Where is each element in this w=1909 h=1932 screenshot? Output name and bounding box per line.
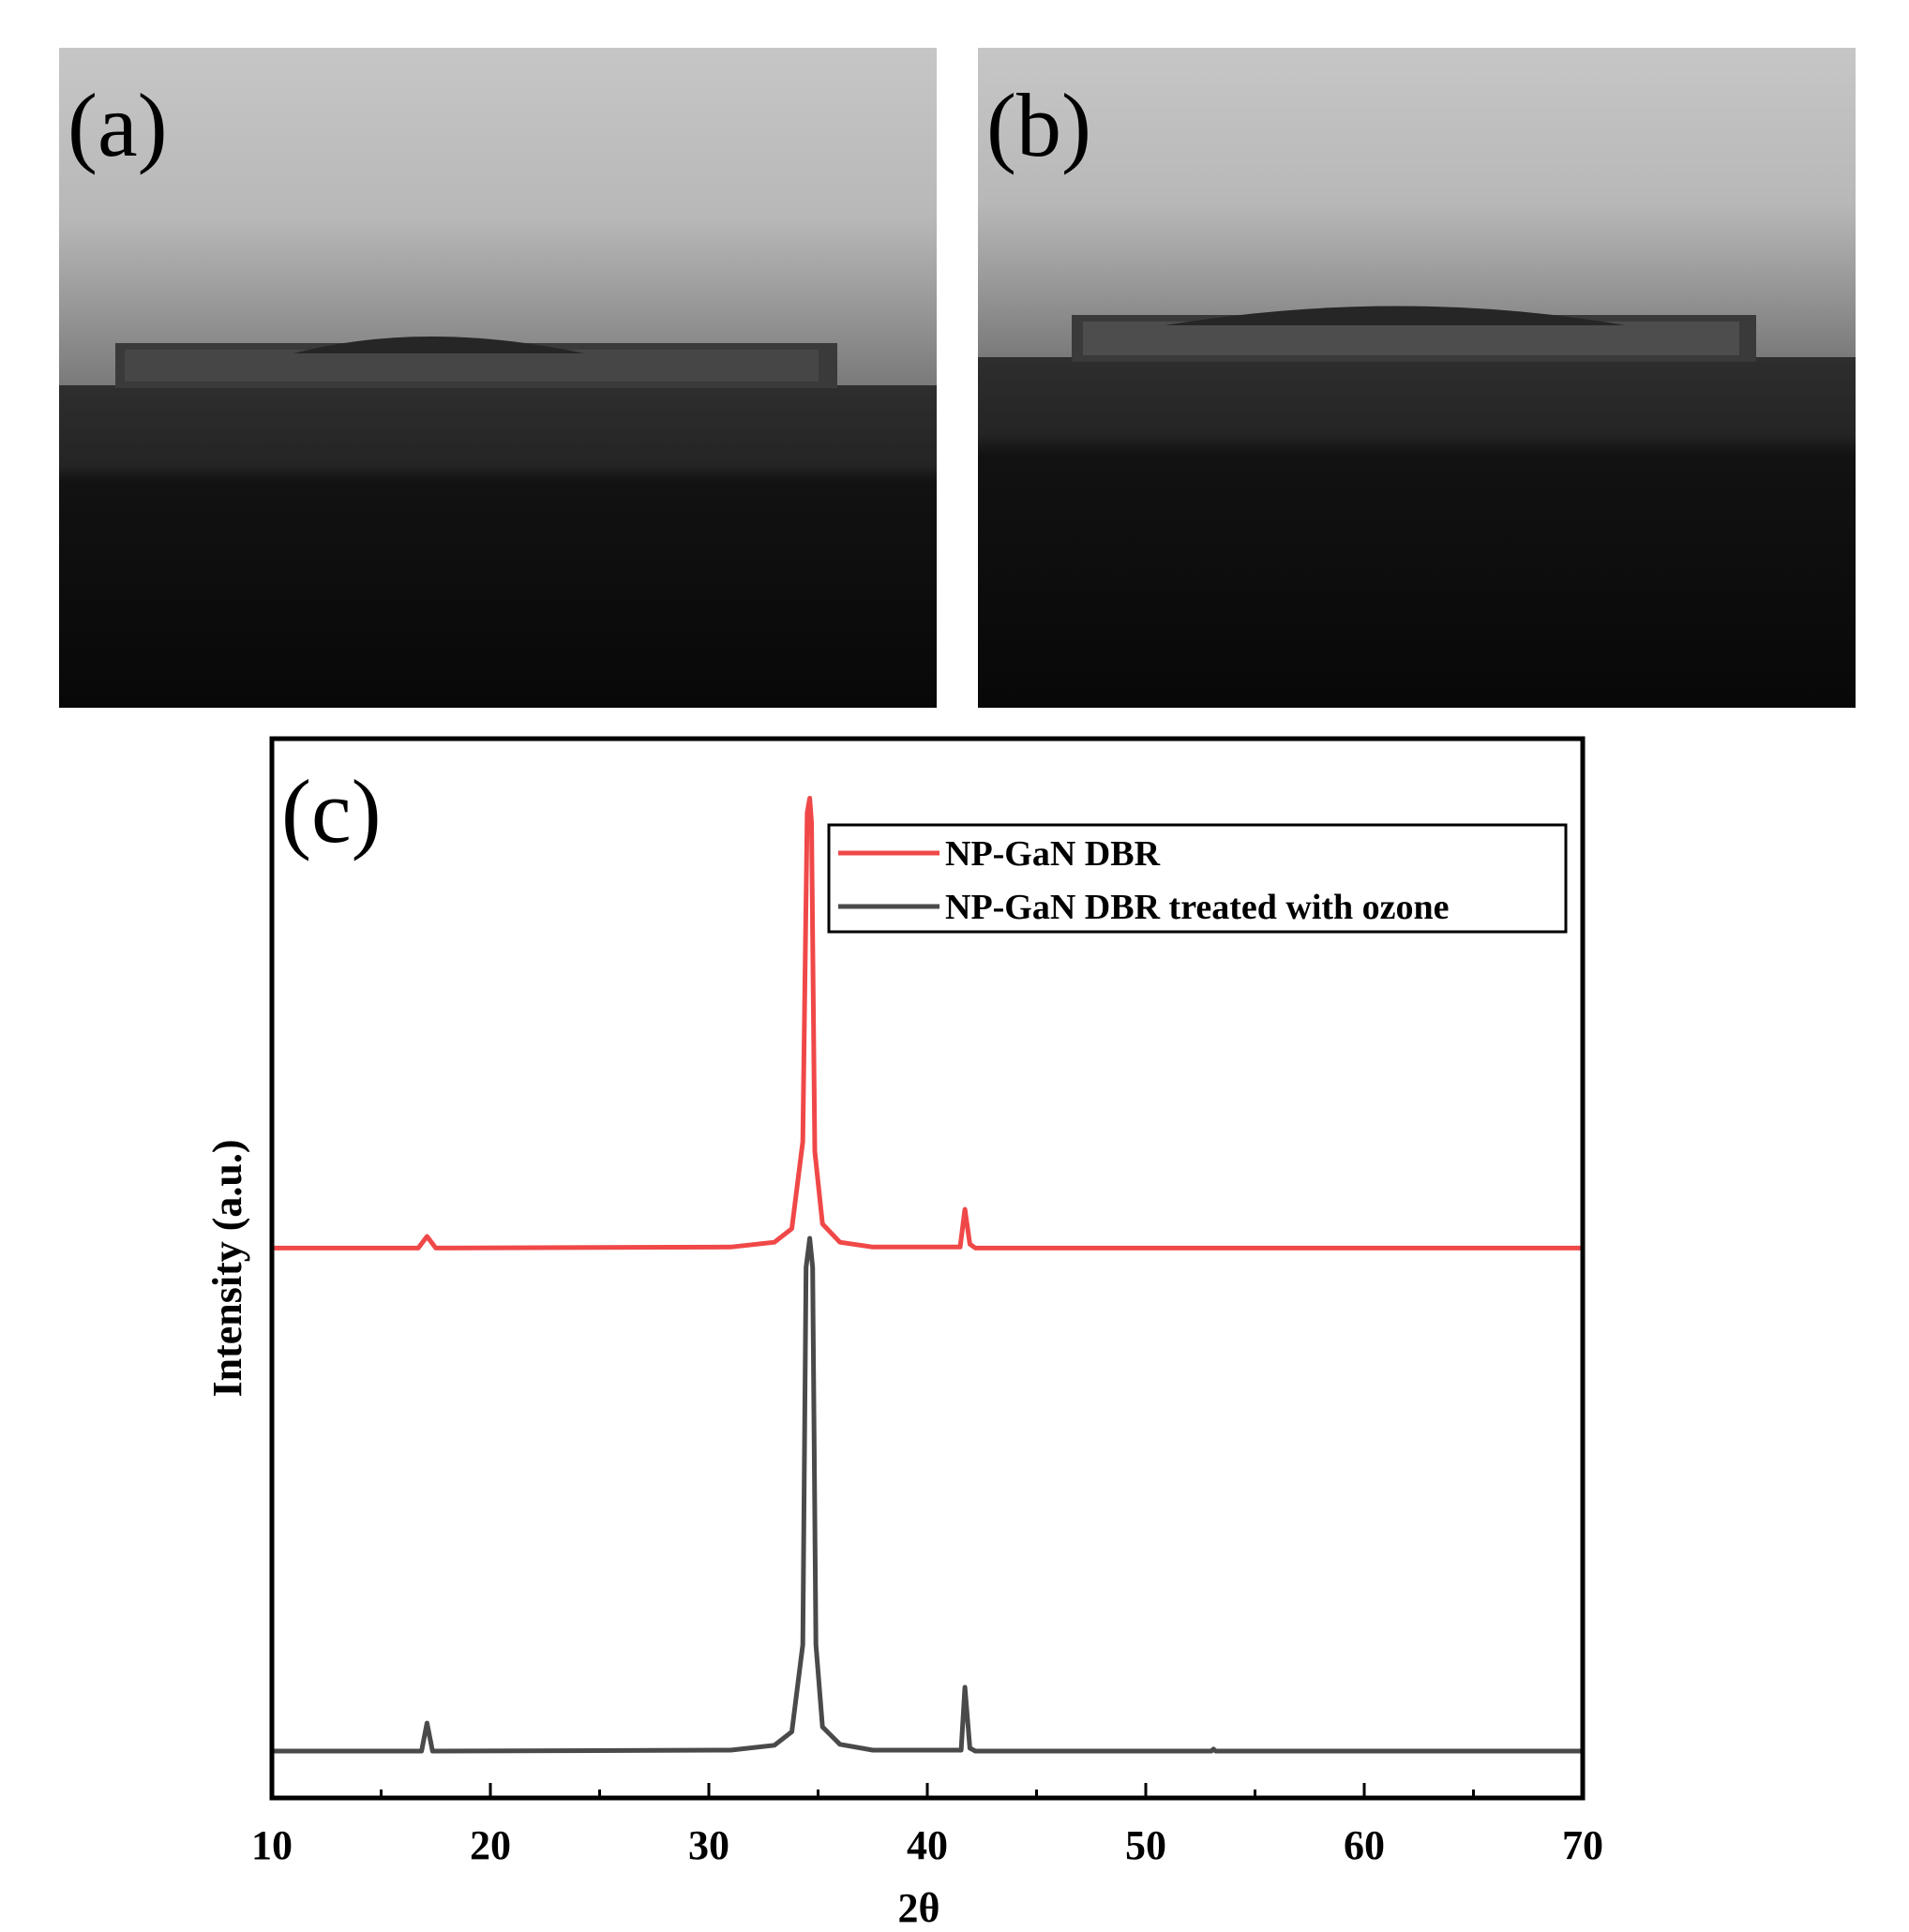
photo-b-graphic xyxy=(978,48,1856,708)
xrd-chart: 10 20 30 40 50 60 70 (c) 2θ Intensity (a.u.) N… xyxy=(204,736,1603,1931)
series-line-2 xyxy=(272,1236,1583,1754)
photo-b-droplet xyxy=(978,48,1856,708)
panel-label-c: (c) xyxy=(281,761,382,861)
x-tick-label: 60 xyxy=(1344,1822,1385,1868)
photo-a-graphic xyxy=(59,48,937,708)
x-tick-label: 70 xyxy=(1562,1822,1603,1868)
series-line-1 xyxy=(272,796,1583,1251)
legend-entry-2: NP-GaN DBR treated with ozone xyxy=(945,888,1450,927)
panel-label-b: (b) xyxy=(986,75,1091,175)
plot-lines xyxy=(272,796,1583,1754)
x-tick-label: 30 xyxy=(688,1822,729,1868)
y-axis-label: Intensity (a.u.) xyxy=(204,1139,250,1397)
panel-label-a: (a) xyxy=(68,75,168,175)
legend-entry-1: NP-GaN DBR xyxy=(945,834,1161,874)
x-tick-label: 40 xyxy=(907,1822,948,1868)
legend-box xyxy=(827,823,1568,934)
x-axis-label: 2θ xyxy=(898,1885,940,1931)
x-tick-label: 20 xyxy=(470,1822,511,1868)
photo-a-droplet xyxy=(59,48,937,708)
x-axis-ticks: 10 20 30 40 50 60 70 xyxy=(251,1783,1603,1868)
x-tick-label: 50 xyxy=(1125,1822,1166,1868)
legend: NP-GaN DBR NP-GaN DBR treated with ozone xyxy=(827,823,1568,934)
x-tick-label: 10 xyxy=(251,1822,293,1868)
